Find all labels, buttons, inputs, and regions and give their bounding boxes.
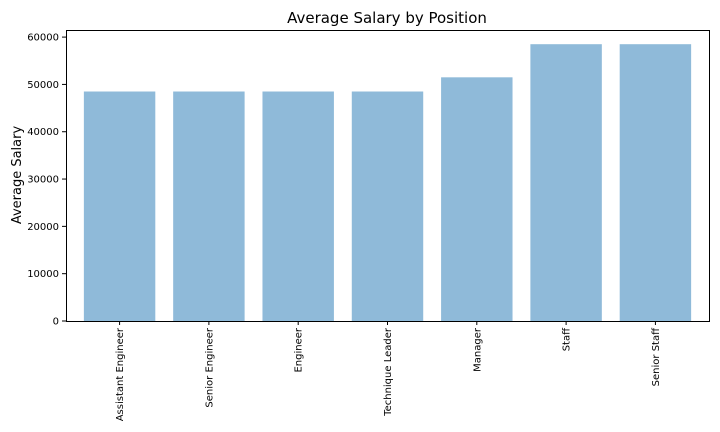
x-tick-label-assistant-engineer: Assistant Engineer [115,327,126,421]
x-tick-label-senior-engineer: Senior Engineer [204,327,215,407]
y-tick-label: 0 [53,317,59,328]
x-tick-label-engineer: Engineer [294,327,305,372]
bar-technique-leader [351,91,424,321]
bar-assistant-engineer [83,91,156,321]
y-tick-label: 50000 [27,80,59,91]
y-tick-label: 20000 [27,222,59,233]
bar-senior-engineer [173,91,245,321]
y-tick-label: 10000 [27,269,59,280]
bar-staff [530,44,602,321]
bar-senior-staff [619,44,692,321]
x-tick-label-manager: Manager [472,327,483,372]
y-tick-label: 60000 [27,33,59,44]
y-axis-ticks: 0 10000 20000 30000 40000 50000 60000 [27,33,66,328]
chart-title: Average Salary by Position [287,9,487,27]
y-tick-label: 30000 [27,175,59,186]
y-axis-label: Average Salary [10,126,25,225]
plot-frame [66,30,710,322]
x-tick-label-technique-leader: Technique Leader [383,327,394,417]
x-tick-label-staff: Staff [562,327,573,351]
bar-engineer [262,91,334,321]
y-tick-label: 40000 [27,127,59,138]
x-tick-label-senior-staff: Senior Staff [651,327,662,386]
bar-manager [441,77,513,321]
bars-group [83,44,692,321]
x-axis-ticks: Assistant Engineer Senior Engineer Enginee… [115,321,662,421]
